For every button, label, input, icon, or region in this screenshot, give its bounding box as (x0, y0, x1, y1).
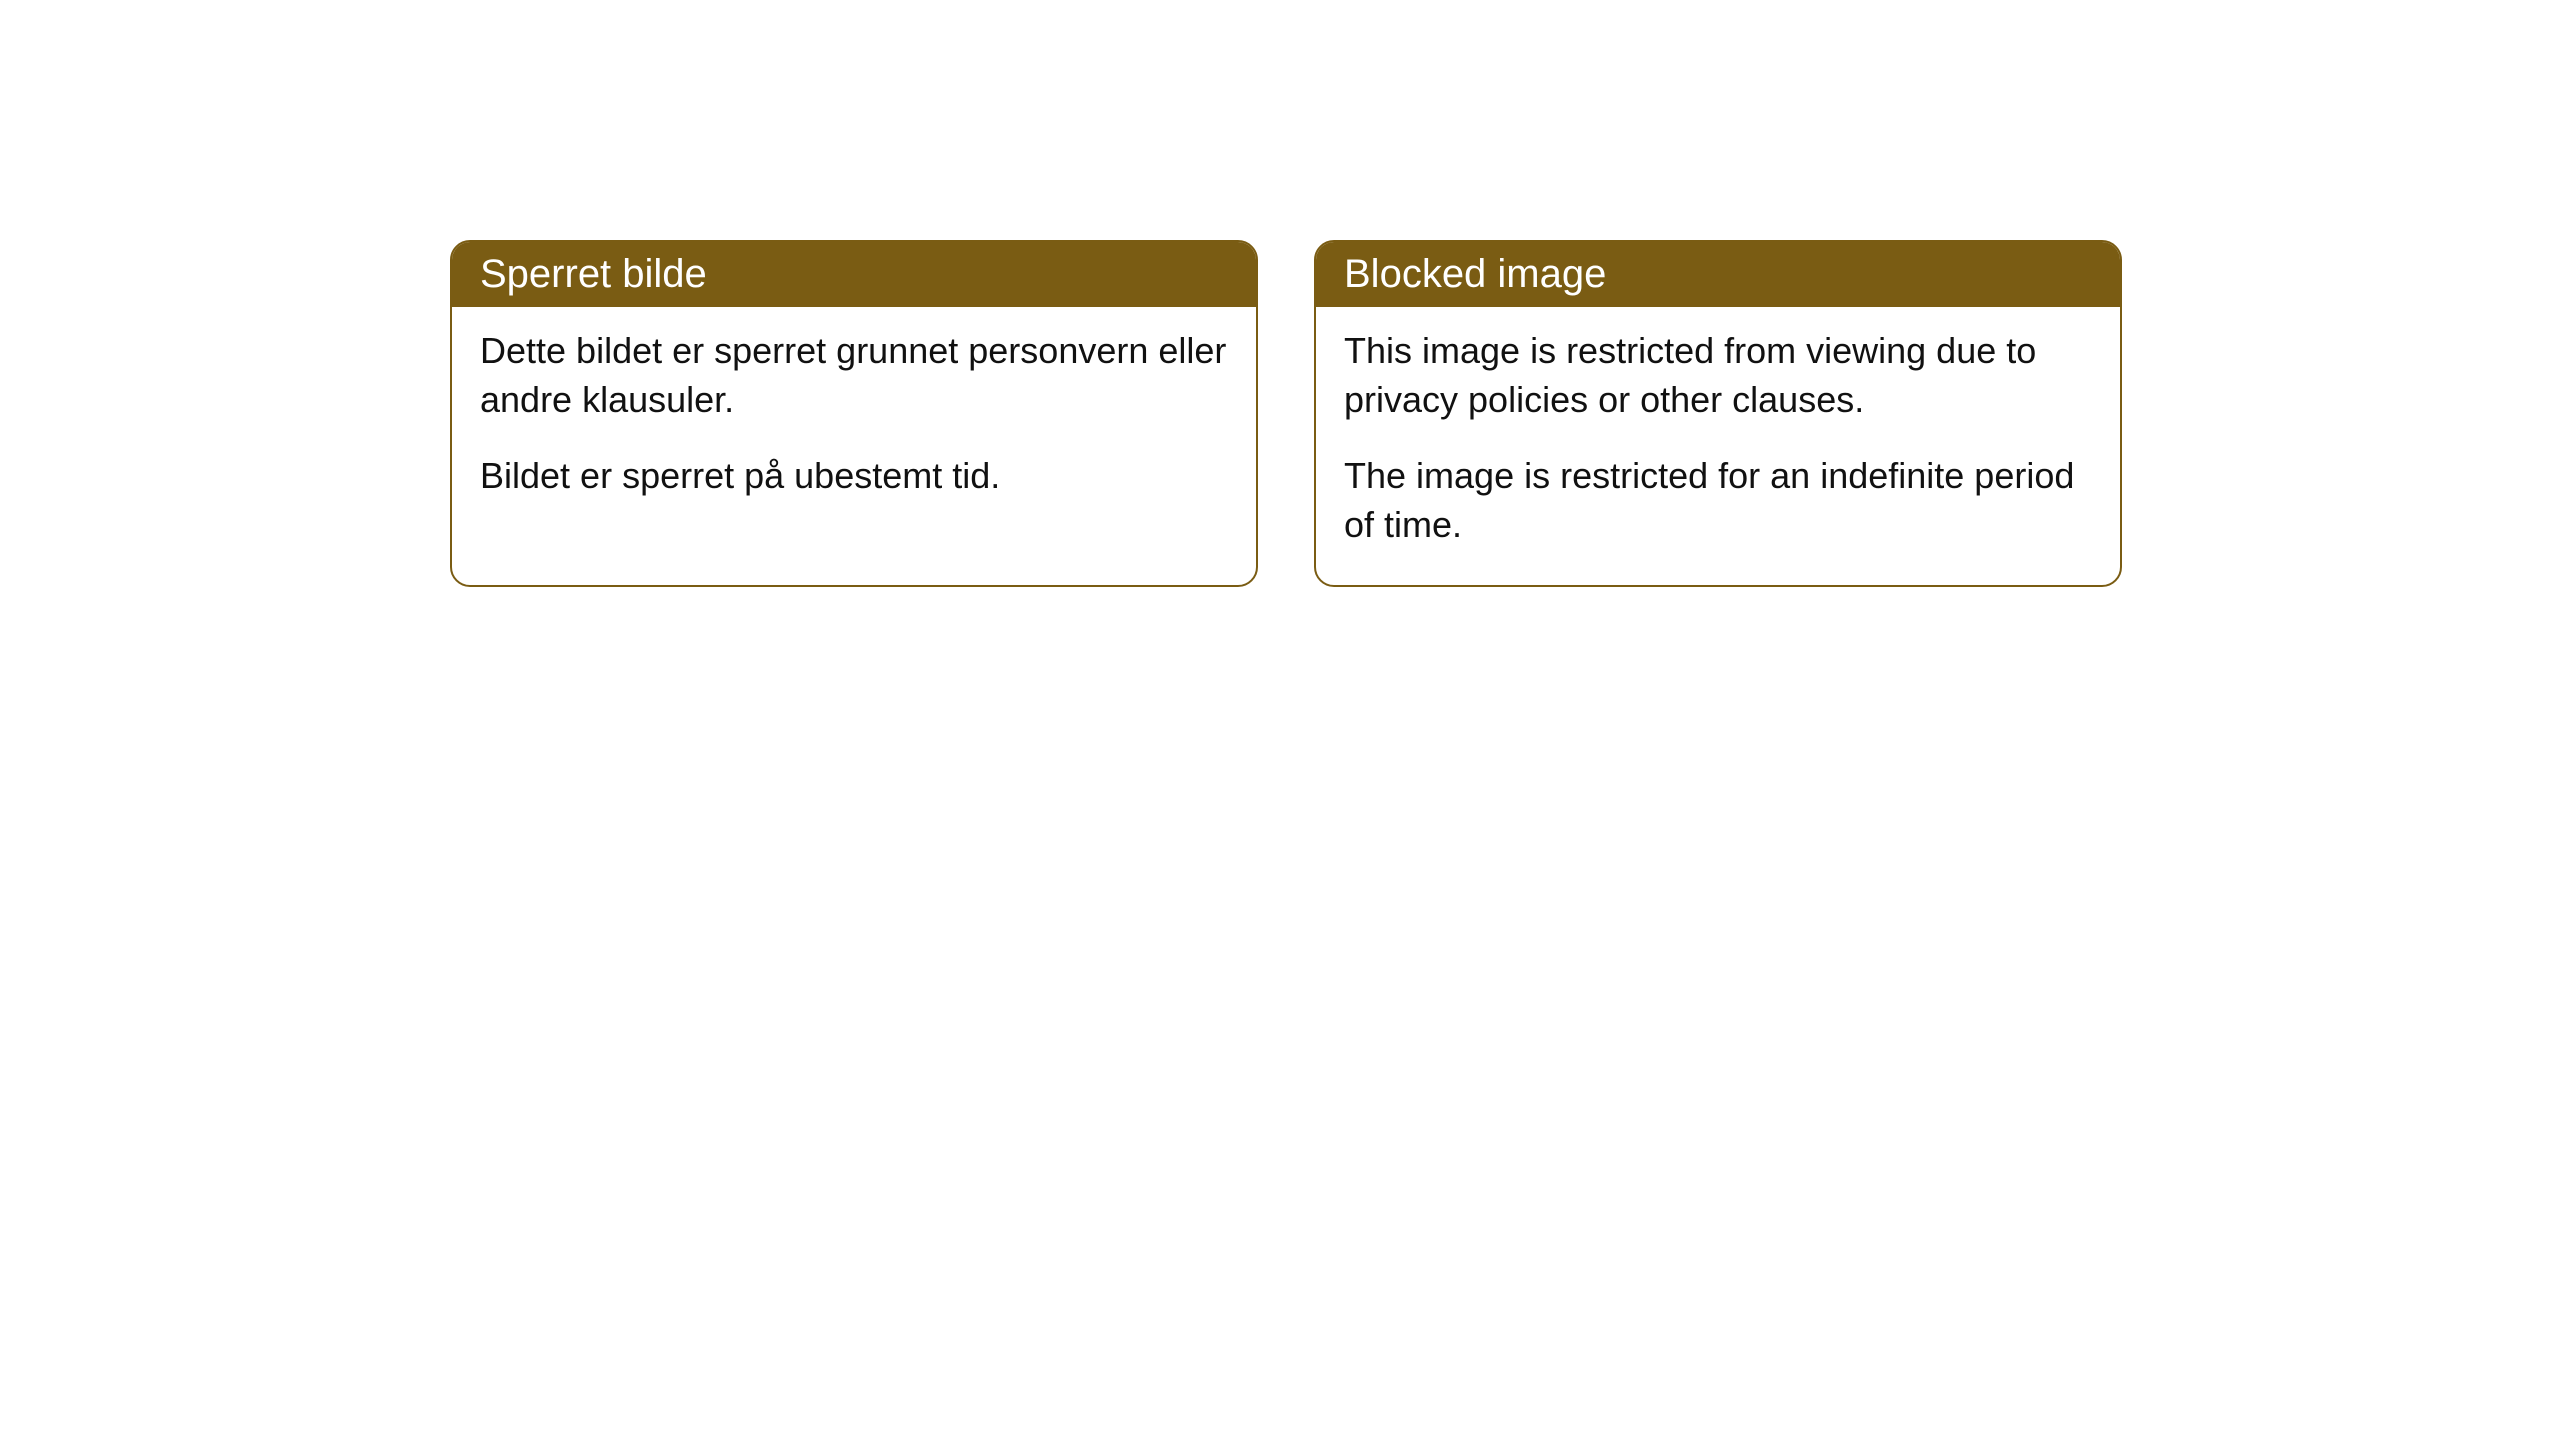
card-paragraph: Dette bildet er sperret grunnet personve… (480, 327, 1228, 424)
card-paragraph: Bildet er sperret på ubestemt tid. (480, 452, 1228, 501)
notice-card-english: Blocked image This image is restricted f… (1314, 240, 2122, 587)
card-body: This image is restricted from viewing du… (1316, 307, 2120, 585)
card-header: Sperret bilde (452, 242, 1256, 307)
card-paragraph: The image is restricted for an indefinit… (1344, 452, 2092, 549)
card-title: Sperret bilde (480, 252, 707, 296)
notice-card-container: Sperret bilde Dette bildet er sperret gr… (450, 240, 2122, 587)
card-header: Blocked image (1316, 242, 2120, 307)
card-paragraph: This image is restricted from viewing du… (1344, 327, 2092, 424)
card-body: Dette bildet er sperret grunnet personve… (452, 307, 1256, 537)
notice-card-norwegian: Sperret bilde Dette bildet er sperret gr… (450, 240, 1258, 587)
card-title: Blocked image (1344, 252, 1606, 296)
